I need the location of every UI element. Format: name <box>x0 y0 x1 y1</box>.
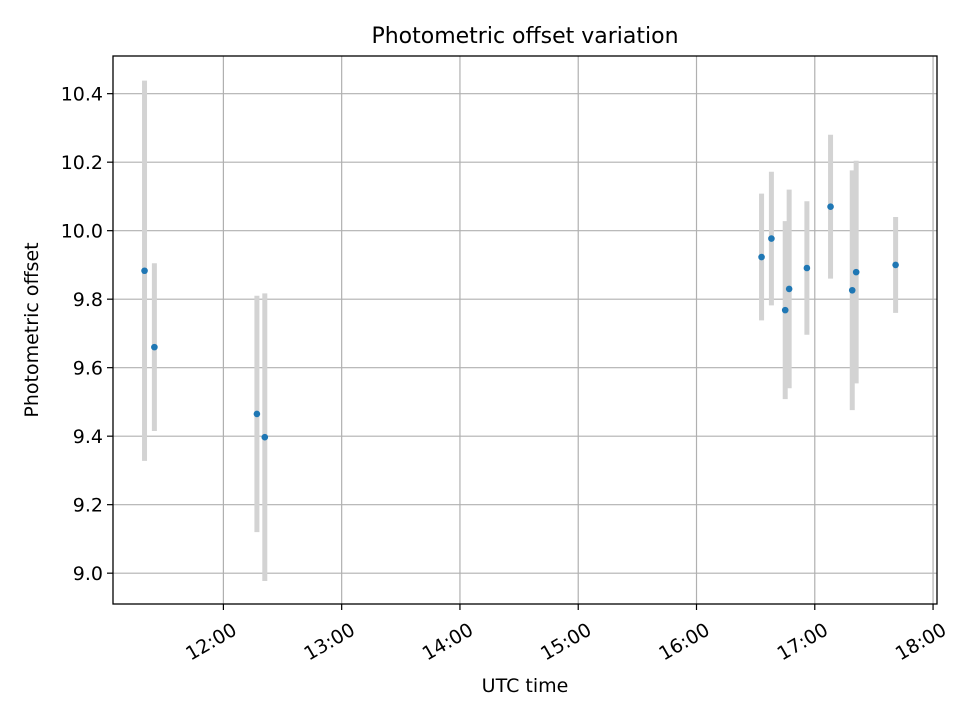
chart-title: Photometric offset variation <box>371 24 678 49</box>
data-point <box>261 433 269 441</box>
x-tick-label: 13:00 <box>300 619 358 665</box>
x-tick-label: 12:00 <box>182 619 240 665</box>
tick-layer: 12:00 13:00 14:00 15:00 16:00 17:00 18:00 9.0 9.… <box>61 83 951 665</box>
data-point <box>803 264 811 272</box>
data-point <box>151 343 158 351</box>
data-point <box>848 286 856 294</box>
y-tick-label: 9.0 <box>73 563 103 585</box>
y-tick-label: 10.2 <box>61 152 103 174</box>
y-tick-label: 9.4 <box>73 426 103 448</box>
y-tick-label: 9.2 <box>73 494 103 516</box>
y-tick-label: 9.8 <box>73 289 103 311</box>
y-tick-label: 10.4 <box>61 83 103 105</box>
grid-layer <box>113 56 937 604</box>
data-point <box>141 267 148 275</box>
data-point <box>852 268 860 276</box>
x-tick-label: 15:00 <box>537 619 595 665</box>
data-point <box>785 285 793 293</box>
x-axis-title: UTC time <box>482 675 569 697</box>
x-tick-label: 16:00 <box>655 619 713 665</box>
y-tick-label: 9.6 <box>73 357 103 379</box>
point-layer <box>141 203 899 441</box>
data-point <box>827 203 834 210</box>
x-tick-label: 14:00 <box>419 619 477 665</box>
errorbar-layer <box>142 80 899 582</box>
data-point <box>892 261 899 269</box>
x-tick-label: 18:00 <box>892 619 950 665</box>
data-point <box>253 410 261 418</box>
plot-frame <box>112 55 938 605</box>
data-point <box>768 235 775 242</box>
x-tick-label: 17:00 <box>774 619 832 665</box>
data-point <box>758 253 765 261</box>
y-tick-label: 10.0 <box>61 220 103 242</box>
y-axis-title: Photometric offset <box>21 242 43 417</box>
data-point <box>781 306 789 314</box>
